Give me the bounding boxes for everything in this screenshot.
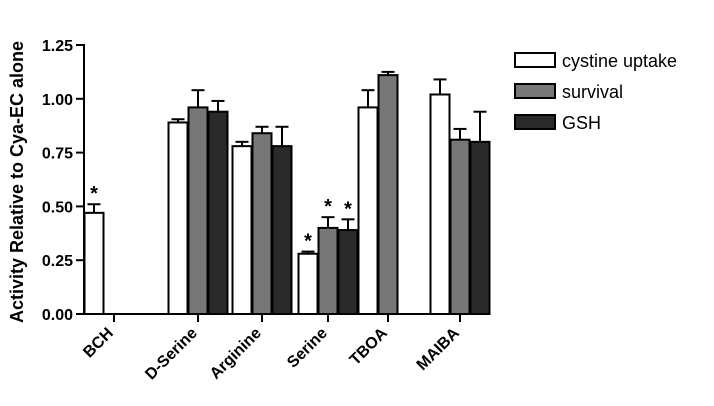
bar bbox=[337, 229, 359, 316]
plot-area: * * * * bbox=[83, 70, 491, 316]
bar bbox=[231, 145, 253, 315]
y-axis-title: Activity Relative to Cya-EC alone bbox=[7, 41, 27, 323]
legend-swatch bbox=[514, 114, 556, 130]
bar bbox=[377, 74, 399, 315]
bar bbox=[297, 252, 319, 316]
legend-swatch bbox=[514, 52, 556, 68]
x-category-label: Arginine bbox=[207, 325, 265, 383]
x-category-label: TBOA bbox=[347, 324, 391, 368]
significance-marker: * bbox=[304, 231, 312, 253]
bar bbox=[207, 110, 229, 315]
bar bbox=[167, 121, 189, 315]
legend-label: GSH bbox=[562, 113, 601, 133]
bar bbox=[317, 226, 339, 315]
bar bbox=[429, 93, 451, 315]
bar bbox=[449, 138, 471, 315]
bar bbox=[187, 106, 209, 315]
legend-label: cystine uptake bbox=[562, 51, 677, 71]
y-tick-label: 1.00 bbox=[42, 92, 73, 109]
bar bbox=[251, 132, 273, 315]
y-tick-label: 0.50 bbox=[42, 199, 73, 216]
bar bbox=[83, 211, 105, 315]
y-tick-label: 0.75 bbox=[42, 146, 73, 163]
y-tick-label: 0.00 bbox=[42, 307, 73, 324]
bar bbox=[469, 140, 491, 315]
x-category-label: BCH bbox=[80, 325, 117, 362]
significance-marker: * bbox=[90, 183, 98, 205]
y-tick-label: 0.25 bbox=[42, 253, 73, 270]
x-category-label: Serine bbox=[284, 325, 331, 372]
x-category-label: D-Serine bbox=[142, 325, 201, 384]
x-category-label: MAIBA bbox=[414, 324, 463, 373]
legend-label: survival bbox=[562, 82, 623, 102]
bar bbox=[357, 106, 379, 315]
significance-marker: * bbox=[344, 198, 352, 220]
legend: cystine uptake survival GSH bbox=[514, 51, 677, 133]
bar bbox=[271, 145, 293, 315]
significance-marker: * bbox=[324, 196, 332, 218]
y-tick-label: 1.25 bbox=[42, 38, 73, 55]
legend-swatch bbox=[514, 83, 556, 99]
